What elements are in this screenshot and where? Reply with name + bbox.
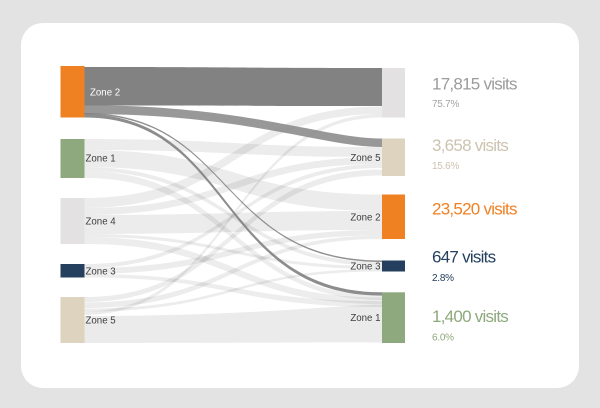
svg-text:17,815 visits: 17,815 visits: [432, 75, 517, 94]
svg-text:Zone 1: Zone 1: [86, 154, 116, 165]
svg-text:1,400 visits: 1,400 visits: [432, 307, 508, 326]
svg-text:2.8%: 2.8%: [432, 273, 454, 284]
svg-text:Zone 4: Zone 4: [86, 217, 117, 228]
svg-text:647 visits: 647 visits: [432, 248, 496, 267]
svg-text:Zone 5: Zone 5: [86, 316, 116, 327]
svg-text:Zone 2: Zone 2: [350, 212, 380, 223]
svg-text:3,658 visits: 3,658 visits: [432, 136, 508, 155]
svg-text:23,520 visits: 23,520 visits: [432, 200, 517, 219]
svg-text:Zone 3: Zone 3: [86, 266, 116, 277]
svg-text:6.0%: 6.0%: [432, 332, 454, 343]
svg-text:Zone 3: Zone 3: [350, 261, 380, 272]
svg-text:75.7%: 75.7%: [432, 99, 459, 110]
svg-text:Zone 5: Zone 5: [350, 153, 380, 164]
svg-text:Zone 2: Zone 2: [90, 87, 120, 98]
svg-text:Zone 1: Zone 1: [350, 313, 380, 324]
svg-text:15.6%: 15.6%: [432, 161, 459, 172]
